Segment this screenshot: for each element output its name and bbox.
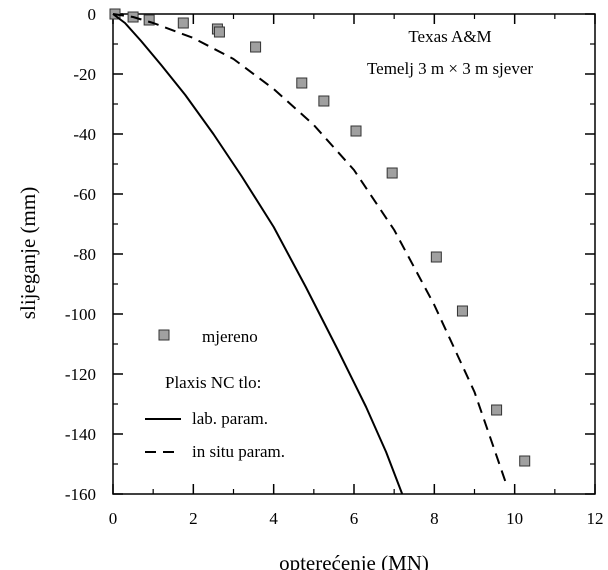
y-tick-label: 0 [88, 5, 97, 24]
x-tick-label: 6 [350, 509, 359, 528]
data-point-mjereno [491, 404, 503, 416]
series-line-lab-param [112, 13, 404, 495]
data-point-mjereno [519, 455, 531, 467]
data-point-mjereno [386, 167, 398, 179]
y-tick-label: -60 [73, 185, 96, 204]
data-point-mjereno [430, 251, 442, 263]
x-tick-label: 10 [506, 509, 523, 528]
legend-group-title: Plaxis NC tlo: [165, 373, 261, 392]
annotation-title: Texas A&M [408, 27, 491, 46]
data-point-mjereno [296, 77, 308, 89]
data-point-mjereno [213, 26, 225, 38]
y-tick-label: -120 [65, 365, 96, 384]
y-tick-label: -20 [73, 65, 96, 84]
legend-label-lab: lab. param. [192, 409, 268, 428]
x-axis: 0 2 4 6 8 10 12 [109, 14, 604, 528]
y-tick-label: -160 [65, 485, 96, 504]
x-axis-title: opterećenje (MN) [279, 551, 429, 570]
data-point-mjereno [250, 41, 262, 53]
plot-frame [112, 13, 596, 495]
data-point-mjereno [143, 14, 155, 26]
x-tick-label: 8 [430, 509, 439, 528]
data-point-mjereno [350, 125, 362, 137]
y-axis: 0 -20 -40 -60 -80 -100 -120 -140 -160 [65, 5, 595, 504]
y-tick-label: -100 [65, 305, 96, 324]
data-point-mjereno [456, 305, 468, 317]
legend: mjereno Plaxis NC tlo: lab. param. in si… [145, 327, 285, 461]
y-axis-title: slijeganje (mm) [16, 187, 40, 319]
legend-label-mjereno: mjereno [202, 327, 258, 346]
y-tick-label: -40 [73, 125, 96, 144]
series-line-in-situ-param [112, 13, 508, 486]
y-tick-label: -80 [73, 245, 96, 264]
legend-label-insitu: in situ param. [192, 442, 285, 461]
y-tick-label: -140 [65, 425, 96, 444]
data-point-mjereno [177, 17, 189, 29]
x-tick-label: 4 [269, 509, 278, 528]
x-tick-label: 12 [587, 509, 604, 528]
plot-border [112, 13, 596, 495]
x-tick-label: 2 [189, 509, 198, 528]
data-point-mjereno [318, 95, 330, 107]
series-layer [109, 8, 531, 495]
annotation-subtitle: Temelj 3 m × 3 m sjever [367, 59, 533, 78]
x-tick-label: 0 [109, 509, 118, 528]
legend-marker-mjereno [158, 329, 170, 341]
